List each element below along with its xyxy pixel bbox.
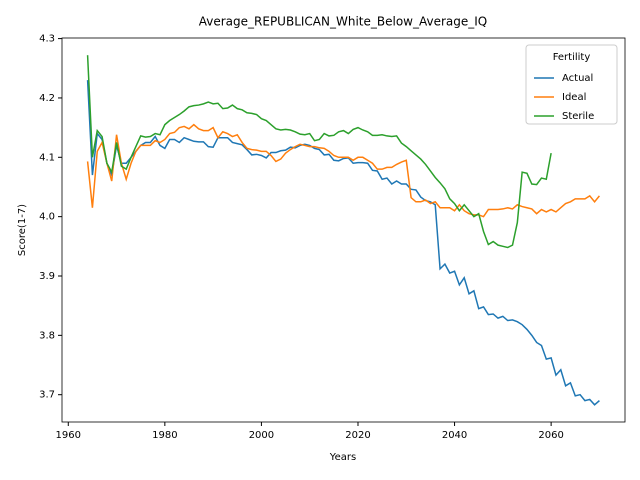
legend-title: Fertility [553, 52, 591, 63]
y-tick-label: 4.3 [39, 34, 55, 45]
legend-label: Actual [562, 73, 593, 84]
x-tick-label: 1980 [152, 430, 177, 441]
legend-label: Ideal [562, 92, 586, 103]
y-tick-label: 3.8 [39, 330, 55, 341]
x-tick-label: 2000 [249, 430, 274, 441]
y-tick-label: 4.1 [39, 152, 55, 163]
x-axis-label: Years [329, 452, 356, 463]
y-tick-label: 4.2 [39, 93, 55, 104]
line-series [86, 55, 552, 249]
x-tick-label: 2060 [538, 430, 563, 441]
plot-frame [61, 37, 626, 423]
x-tick-label: 1960 [56, 430, 81, 441]
y-tick-label: 3.7 [39, 390, 55, 401]
y-tick-label: 4.0 [39, 212, 55, 223]
y-tick-label: 3.9 [39, 271, 55, 282]
x-tick-label: 2040 [442, 430, 467, 441]
x-tick-label: 2020 [345, 430, 370, 441]
legend-box [525, 44, 618, 125]
line-series [86, 123, 600, 218]
y-axis-label: Score(1-7) [17, 204, 28, 256]
line-series [86, 80, 600, 406]
chart-title: Average_REPUBLICAN_White_Below_Average_I… [199, 15, 488, 29]
legend-label: Sterile [562, 111, 594, 122]
